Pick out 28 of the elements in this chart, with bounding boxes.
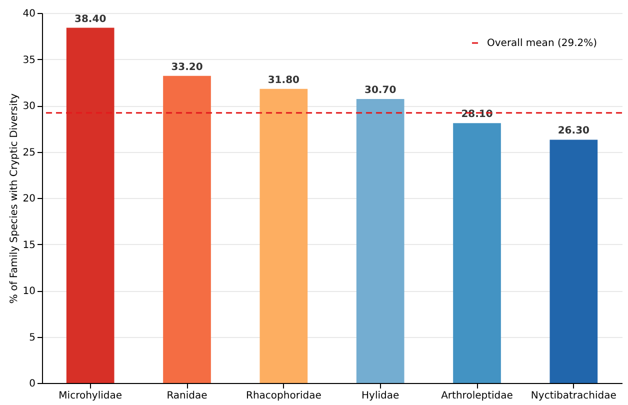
y-tick-label: 15	[22, 240, 36, 251]
y-tick-label: 30	[22, 101, 36, 112]
data-label: 30.70	[364, 85, 396, 96]
legend-label: Overall mean (29.2%)	[487, 38, 598, 49]
y-tick-label: 10	[22, 286, 36, 297]
bar	[260, 88, 308, 383]
x-tick-label: Nyctibatrachidae	[530, 390, 616, 402]
data-label: 38.40	[74, 14, 106, 25]
data-label: 31.80	[268, 74, 300, 86]
bar	[453, 123, 501, 383]
x-tick-label: Microhylidae	[58, 390, 122, 402]
y-tick-label: 0	[29, 378, 36, 390]
data-label: 33.20	[171, 62, 203, 73]
y-tick-label: 35	[22, 54, 36, 66]
x-tick-label: Arthroleptidae	[441, 390, 513, 402]
x-tick-label: Hylidae	[362, 390, 400, 402]
y-tick-label: 40	[22, 8, 36, 20]
data-label: 26.30	[558, 126, 590, 137]
bar	[66, 28, 114, 383]
x-tick-label: Rhacophoridae	[246, 390, 322, 402]
y-tick-label: 5	[29, 332, 36, 344]
bar	[356, 99, 404, 383]
bar	[550, 140, 598, 383]
y-axis-title: % of Family Species with Cryptic Diversity	[8, 93, 20, 304]
x-tick-label: Ranidae	[166, 390, 208, 402]
bar	[163, 76, 211, 383]
y-tick-label: 20	[22, 194, 36, 204]
y-tick-label: 25	[22, 147, 36, 158]
